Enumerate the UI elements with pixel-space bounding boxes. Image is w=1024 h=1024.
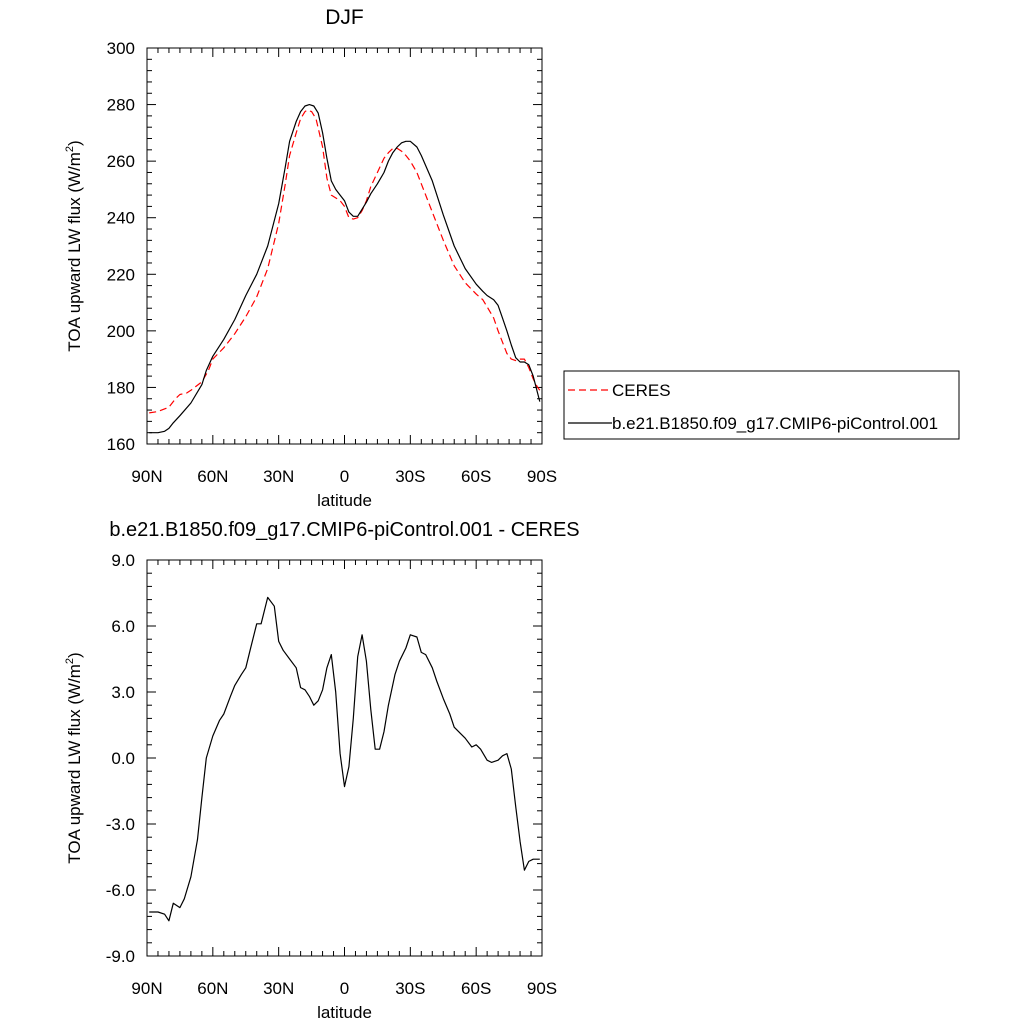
chart1-legend-label-2: b.e21.B1850.f09_g17.CMIP6-piControl.001	[612, 414, 938, 433]
chart1-y-tick-label: 300	[107, 39, 135, 58]
chart2-y-tick-label: -3.0	[106, 815, 135, 834]
chart2-y-tick-label: 6.0	[111, 617, 135, 636]
chart2-y-tick-label: -6.0	[106, 881, 135, 900]
chart1-y-tick-label: 160	[107, 435, 135, 454]
chart1-y-tick-label: 260	[107, 152, 135, 171]
chart2-x-axis-label: latitude	[317, 1003, 372, 1022]
chart1-title: DJF	[325, 6, 364, 29]
chart2-x-tick-label: 30N	[263, 979, 294, 998]
chart2-y-tick-label: 9.0	[111, 551, 135, 570]
chart1-y-tick-label: 280	[107, 96, 135, 115]
chart2-y-tick-label: 0.0	[111, 749, 135, 768]
chart2-title: b.e21.B1850.f09_g17.CMIP6-piControl.001 …	[109, 519, 579, 541]
chart2-x-tick-label: 30S	[395, 979, 425, 998]
chart1-series-line-2	[149, 103, 541, 434]
chart2-y-axis-label: TOA upward LW flux (W/m2)	[64, 652, 84, 863]
chart2-x-tick-label: 90S	[527, 979, 557, 998]
chart2-x-tick-label: 90N	[131, 979, 162, 998]
chart2-x-tick-label: 0	[340, 979, 349, 998]
chart1-legend-label-1: CERES	[612, 381, 671, 400]
chart1-x-axis-label: latitude	[317, 491, 372, 510]
chart1-series-line-1	[149, 109, 541, 414]
chart1-x-tick-label: 90N	[131, 467, 162, 486]
chart2-y-tick-label: 3.0	[111, 683, 135, 702]
chart1-y-tick-label: 240	[107, 209, 135, 228]
chart1-plot-frame	[146, 47, 543, 445]
chart1-y-tick-label: 220	[107, 265, 135, 284]
chart1-x-tick-label: 30S	[395, 467, 425, 486]
chart1-y-tick-label: 180	[107, 378, 135, 397]
chart2-series-line-1	[149, 596, 540, 922]
chart2-x-tick-label: 60S	[461, 979, 491, 998]
chart1-x-tick-label: 0	[340, 467, 349, 486]
chart1-legend-box	[563, 370, 960, 440]
chart2-x-tick-label: 60N	[197, 979, 228, 998]
chart1-y-axis-label: TOA upward LW flux (W/m2)	[64, 140, 84, 351]
chart1-x-tick-label: 90S	[527, 467, 557, 486]
chart2-y-tick-label: -9.0	[106, 947, 135, 966]
chart1-x-tick-label: 60S	[461, 467, 491, 486]
chart1-y-tick-label: 200	[107, 322, 135, 341]
chart1-x-tick-label: 30N	[263, 467, 294, 486]
chart1-x-tick-label: 60N	[197, 467, 228, 486]
